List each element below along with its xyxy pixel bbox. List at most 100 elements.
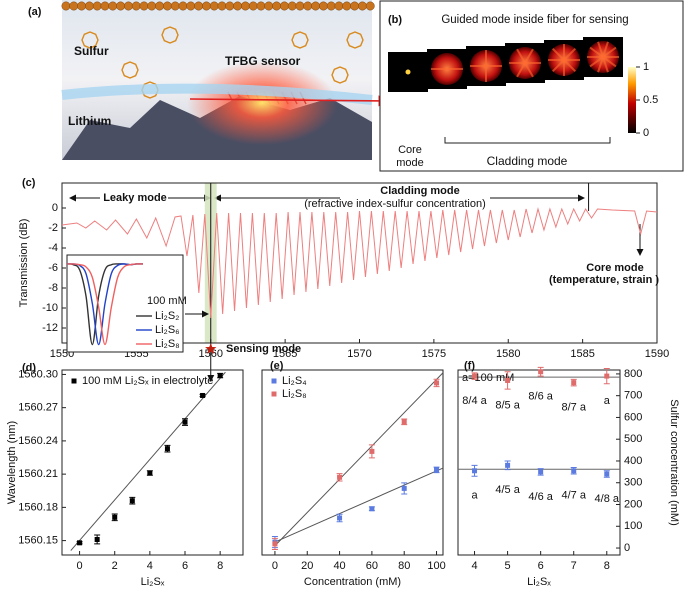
point-label: 8/5 a (495, 399, 520, 411)
legend-swatch (271, 391, 277, 397)
y2-tick-label: 500 (624, 433, 642, 445)
decor (69, 1, 79, 11)
point-label: a (604, 395, 611, 407)
decor (61, 1, 71, 11)
label: Core (398, 144, 422, 156)
decor (291, 31, 309, 49)
point (217, 373, 223, 379)
y2-tick-label: 300 (624, 477, 642, 489)
point (505, 462, 511, 468)
y2-tick-label: 700 (624, 390, 642, 402)
legend-label: Li₂S₈ (155, 338, 180, 350)
annotation: Core mode (586, 262, 643, 274)
point (434, 380, 440, 386)
point (538, 469, 544, 475)
x-tick-label: 5 (505, 560, 511, 572)
label: Lithium (68, 114, 111, 128)
decor (201, 1, 211, 11)
fit-line (70, 371, 226, 551)
decor (365, 1, 375, 11)
colorbar-label: 0 (643, 127, 649, 139)
point (182, 419, 188, 425)
decor (264, 1, 274, 11)
decor (116, 1, 126, 11)
panel-title: Guided mode inside fiber for sensing (441, 14, 628, 26)
point (604, 373, 610, 379)
point (272, 541, 278, 547)
x-tick-label: 4 (147, 560, 153, 572)
legend-label: 100 mM Li₂Sₓ in electrolyte (82, 375, 213, 387)
spectrum-line (61, 207, 658, 319)
x-tick-label: 1585 (570, 348, 594, 360)
x-axis-label: Li₂Sₓ (527, 576, 551, 588)
decor (194, 1, 204, 11)
mode-images: 10.50 (388, 37, 658, 139)
x-tick-label: 60 (366, 560, 378, 572)
mode-petal (563, 59, 577, 73)
decor (272, 1, 282, 11)
point (401, 419, 407, 425)
point (337, 474, 343, 480)
label: Sulfur (74, 44, 109, 58)
x-tick-label: 100 (427, 560, 445, 572)
decor (108, 1, 118, 11)
decor (77, 1, 87, 11)
point (337, 515, 343, 521)
x-tick-label: 2 (112, 560, 118, 572)
y2-axis-label: Sulfur concentration (mM) (668, 399, 680, 526)
y2-tick-label: 800 (624, 368, 642, 380)
y-tick-label: 1560.27 (18, 402, 58, 414)
y-axis-label: Transmission (dB) (18, 219, 30, 308)
panel-label: (e) (270, 360, 284, 372)
mode-petal (524, 62, 534, 78)
sensor-glow (187, 61, 337, 145)
point (112, 514, 118, 520)
decor (139, 1, 149, 11)
plot-frame (61, 369, 244, 556)
decor (331, 66, 349, 84)
point-label: a (471, 490, 478, 502)
decor (121, 61, 139, 79)
fit-line (274, 467, 444, 543)
y2-tick-label: 400 (624, 455, 642, 467)
point (129, 498, 135, 504)
point (571, 380, 577, 386)
decor (170, 1, 180, 11)
point (77, 540, 83, 546)
mode-petal (602, 46, 617, 58)
x-tick-label: 1565 (273, 348, 297, 360)
decor (178, 1, 188, 11)
point (472, 373, 478, 379)
point (369, 506, 375, 512)
plot-frame (261, 369, 444, 556)
legend-label: Li₂S₂ (155, 310, 179, 322)
point (434, 467, 440, 473)
decor (240, 1, 250, 11)
mode-petal (597, 56, 604, 73)
point-label: 4/8 a (595, 493, 620, 505)
legend-swatch (71, 378, 77, 384)
x-tick-label: 80 (398, 560, 410, 572)
asterisk (205, 343, 217, 354)
x-tick-label: 20 (301, 560, 313, 572)
annotation: (refractive index-sulfur concentration) (304, 198, 486, 210)
y-tick-label: -10 (42, 302, 58, 314)
mode-petal (516, 62, 526, 78)
panel-label: (f) (464, 360, 475, 372)
mode-petal (589, 46, 604, 58)
y-tick-label: 1560.24 (18, 435, 58, 447)
point (505, 377, 511, 383)
x-tick-label: 40 (333, 560, 345, 572)
decor (225, 1, 235, 11)
point (538, 369, 544, 375)
x-axis-label: Concentration (mM) (304, 576, 401, 588)
decor (303, 1, 313, 11)
mode-petal (551, 59, 565, 73)
x-tick-label: 1580 (496, 348, 520, 360)
charts: (c)1550 1555 1560 1565 1570 1575 1580 1585 15900… (6, 177, 680, 588)
y-tick-label: -6 (48, 262, 58, 274)
decor (155, 1, 165, 11)
mode-petal (516, 48, 526, 64)
decor (248, 1, 258, 11)
fiber (61, 83, 373, 105)
